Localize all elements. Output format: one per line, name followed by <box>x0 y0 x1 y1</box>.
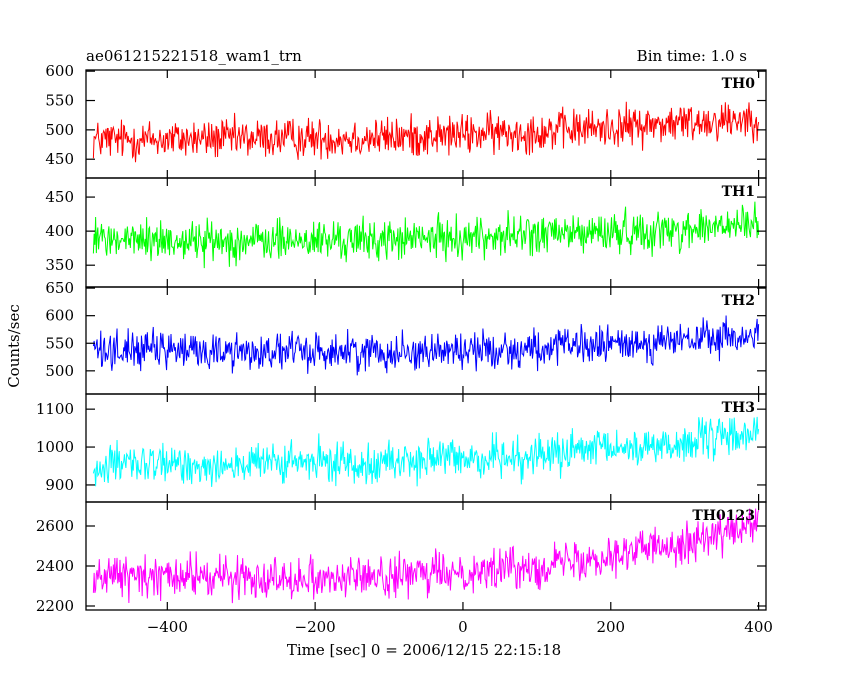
series-line-th0 <box>92 101 760 163</box>
y-tick-label: 500 <box>45 121 74 139</box>
panel-label: TH0 <box>722 76 756 92</box>
y-tick-label: 500 <box>45 362 74 380</box>
chart-title: ae061215221518_wam1_trn <box>86 47 302 65</box>
y-tick-label: 550 <box>45 334 74 352</box>
x-tick-label: 0 <box>458 618 468 636</box>
panel-label: TH1 <box>722 184 755 200</box>
series-line-th3 <box>92 416 760 487</box>
y-tick-label: 2400 <box>36 557 74 575</box>
x-axis-label: Time [sec] 0 = 2006/12/15 22:15:18 <box>287 641 561 659</box>
panel-frame <box>85 501 767 611</box>
y-tick-label: 550 <box>45 92 74 110</box>
x-tick-label: −200 <box>295 618 336 636</box>
y-tick-label: 600 <box>45 62 74 80</box>
panels: 450 500 550 600 TH0 350 400 450 TH1 500 550 600 650 T… <box>36 62 767 615</box>
series-line-th0123 <box>92 508 760 604</box>
series-line-th1 <box>92 201 760 269</box>
panel-label: TH0123 <box>692 508 755 524</box>
panel-frame <box>85 393 767 503</box>
panel-th2: 500 550 600 650 TH2 <box>45 279 767 395</box>
y-tick-label: 900 <box>45 476 74 494</box>
x-tick-label: 200 <box>596 618 625 636</box>
y-tick-label: 350 <box>45 256 74 274</box>
x-tick-label: −400 <box>147 618 188 636</box>
panel-frame <box>85 286 767 395</box>
x-tick-label: 400 <box>744 618 773 636</box>
panel-th3: 900 1000 1100 TH3 <box>36 393 767 503</box>
y-tick-label: 400 <box>45 222 74 240</box>
y-axis-label: Counts/sec <box>5 304 23 388</box>
x-axis: −400 −200 0 200 400 <box>147 618 773 636</box>
y-tick-label: 1100 <box>36 400 74 418</box>
panel-th0: 450 500 550 600 TH0 <box>45 62 767 179</box>
panel-th0123: 2200 2400 2600 TH0123 <box>36 501 767 615</box>
panel-label: TH3 <box>722 400 755 416</box>
y-tick-label: 1000 <box>36 438 74 456</box>
y-tick-label: 2600 <box>36 517 74 535</box>
panel-th1: 350 400 450 TH1 <box>45 177 767 288</box>
bin-time-label: Bin time: 1.0 s <box>637 47 747 65</box>
y-tick-label: 450 <box>45 150 74 168</box>
y-tick-label: 450 <box>45 188 74 206</box>
y-tick-label: 600 <box>45 307 74 325</box>
y-tick-label: 2200 <box>36 597 74 615</box>
y-tick-label: 650 <box>45 279 74 297</box>
panel-frame <box>85 69 767 179</box>
series-line-th2 <box>92 315 760 376</box>
panel-label: TH2 <box>722 293 755 309</box>
